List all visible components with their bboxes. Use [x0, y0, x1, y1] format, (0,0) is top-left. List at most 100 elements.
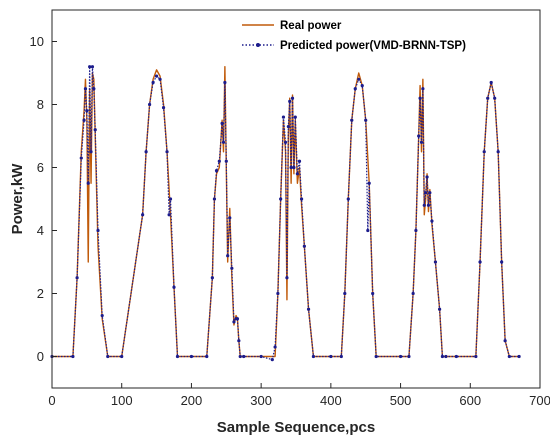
- predicted-point: [482, 150, 486, 154]
- predicted-point: [259, 354, 263, 359]
- predicted-point: [418, 96, 422, 100]
- predicted-point: [374, 354, 378, 359]
- predicted-point: [293, 115, 297, 119]
- y-tick-label: 0: [37, 349, 44, 364]
- legend-pred-marker: [256, 43, 260, 47]
- predicted-point: [281, 115, 286, 119]
- predicted-point: [237, 339, 241, 343]
- legend-pred-label: Predicted power(VMD-BRNN-TSP): [280, 40, 466, 52]
- predicted-point: [419, 140, 424, 144]
- predicted-point: [486, 96, 490, 100]
- y-tick-label: 4: [37, 223, 44, 238]
- predicted-point: [88, 65, 92, 69]
- predicted-point: [232, 320, 236, 324]
- predicted-point: [154, 74, 159, 78]
- predicted-point: [141, 213, 145, 217]
- predicted-point: [161, 106, 166, 110]
- predicted-point: [120, 354, 124, 359]
- plot-frame: [51, 9, 541, 389]
- predicted-point: [220, 121, 224, 125]
- predicted-point: [148, 102, 152, 107]
- predicted-point: [85, 109, 89, 113]
- predicted-point: [71, 354, 75, 359]
- predicted-point: [421, 87, 425, 91]
- predicted-point: [288, 99, 292, 103]
- predicted-point: [398, 354, 403, 359]
- predicted-point: [210, 276, 214, 280]
- predicted-point: [106, 354, 110, 359]
- x-tick-label: 400: [320, 393, 342, 408]
- predicted-point: [223, 80, 227, 85]
- y-tick-label: 8: [37, 97, 44, 112]
- predicted-point: [221, 140, 226, 144]
- predicted-point: [474, 354, 478, 359]
- predicted-point: [79, 156, 83, 160]
- predicted-point: [289, 165, 293, 170]
- predicted-point: [167, 213, 171, 217]
- predicted-point: [489, 80, 493, 85]
- predicted-point: [343, 291, 347, 296]
- predicted-point: [86, 181, 90, 185]
- predicted-point: [440, 354, 444, 359]
- predicted-point: [93, 128, 97, 132]
- predicted-point: [411, 291, 415, 296]
- predicted-point: [306, 307, 311, 311]
- x-tick-label: 600: [459, 393, 481, 408]
- predicted-point: [297, 159, 302, 163]
- predicted-point: [454, 354, 458, 359]
- y-axis-title: Power,kW: [9, 163, 26, 235]
- predicted-point: [329, 354, 333, 359]
- predicted-point: [295, 172, 299, 176]
- predicted-point: [83, 87, 88, 91]
- predicted-point: [235, 317, 240, 321]
- predicted-point: [496, 150, 500, 154]
- legend-real-label: Real power: [280, 20, 342, 32]
- x-axis-ticks: 0 100 200 300 400 500 600 700: [48, 383, 550, 408]
- predicted-point: [503, 339, 507, 343]
- predicted-point: [270, 358, 274, 362]
- predicted-point: [224, 159, 228, 163]
- predicted-point: [279, 197, 283, 201]
- x-tick-label: 300: [250, 393, 272, 408]
- predicted-point: [238, 354, 242, 359]
- predicted-point: [89, 150, 93, 154]
- plot-area: [52, 10, 540, 388]
- predicted-point: [428, 191, 432, 195]
- predicted-point: [364, 118, 368, 122]
- predicted-point: [283, 140, 288, 144]
- predicted-point: [350, 118, 354, 122]
- predicted-point: [507, 354, 511, 359]
- y-axis-ticks: 0 2 4 6 8 10: [30, 34, 57, 364]
- predicted-point: [414, 228, 418, 233]
- predicted-point: [444, 354, 448, 359]
- predicted-point: [205, 354, 209, 359]
- predicted-point: [346, 197, 350, 201]
- predicted-point: [367, 181, 371, 185]
- y-tick-label: 6: [37, 160, 44, 175]
- predicted-point: [242, 354, 246, 359]
- predicted-point: [478, 260, 482, 264]
- y-tick-label: 10: [30, 34, 44, 49]
- y-tick-label: 2: [37, 286, 44, 301]
- predicted-point: [500, 260, 504, 264]
- predicted-point: [360, 84, 364, 88]
- predicted-point: [339, 354, 343, 359]
- predicted-point: [517, 354, 521, 359]
- predicted-point: [285, 276, 289, 280]
- legend: Real power Predicted power(VMD-BRNN-TSP): [237, 15, 535, 59]
- predicted-point: [92, 87, 96, 91]
- predicted-point: [366, 228, 370, 233]
- predicted-point: [228, 216, 232, 220]
- x-tick-label: 0: [48, 393, 55, 408]
- predicted-point: [230, 266, 234, 270]
- predicted-point: [144, 150, 148, 154]
- predicted-point: [158, 77, 162, 81]
- predicted-point: [82, 118, 86, 122]
- predicted-point: [292, 165, 296, 170]
- predicted-point: [273, 345, 277, 349]
- x-axis-title: Sample Sequence,pcs: [217, 419, 375, 436]
- predicted-point: [425, 175, 429, 179]
- predicted-point: [100, 313, 104, 318]
- x-tick-label: 200: [181, 393, 203, 408]
